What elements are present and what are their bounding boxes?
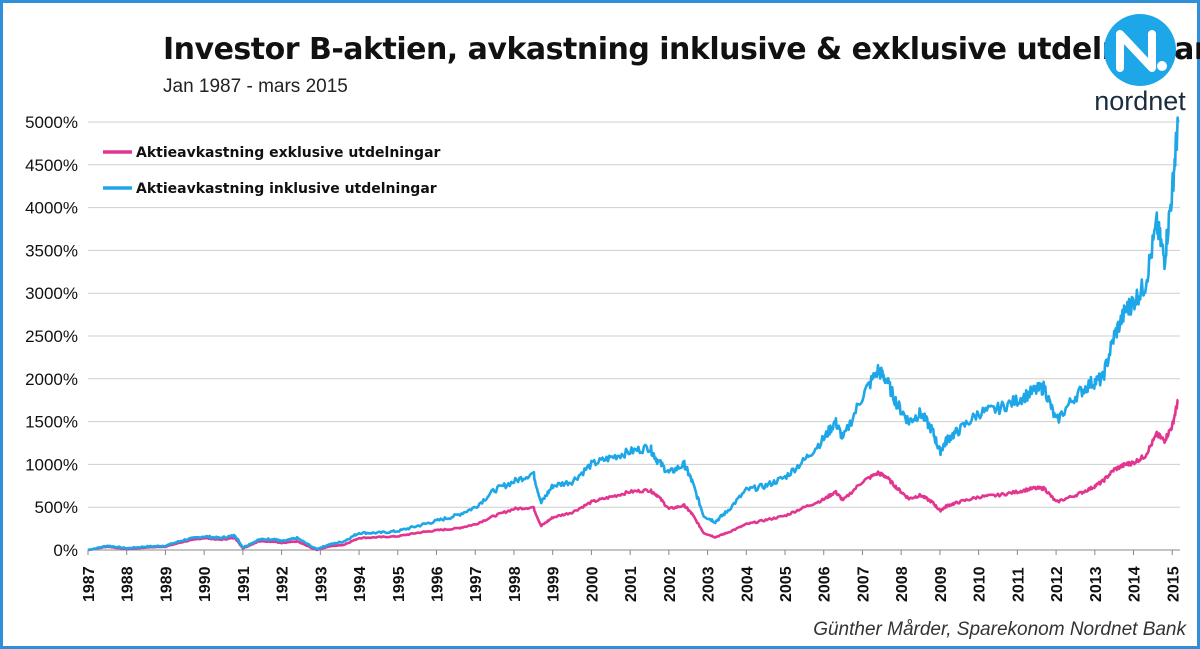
y-tick-label: 2500% bbox=[25, 327, 78, 346]
x-tick-label: 2003 bbox=[701, 566, 718, 602]
y-tick-label: 3500% bbox=[25, 241, 78, 260]
x-tick-label: 1999 bbox=[546, 566, 563, 602]
nordnet-logo-dot bbox=[1157, 61, 1167, 71]
x-tick-label: 2009 bbox=[933, 566, 950, 602]
x-tick-label: 1995 bbox=[391, 566, 408, 602]
x-tick-label: 2005 bbox=[778, 566, 795, 602]
x-tick-label: 1993 bbox=[313, 566, 330, 602]
series-line-inklusive bbox=[87, 116, 1180, 552]
x-tick-label: 2007 bbox=[855, 566, 872, 602]
x-tick-label: 1987 bbox=[81, 566, 98, 602]
x-tick-label: 1991 bbox=[236, 566, 253, 602]
x-tick-label: 2011 bbox=[1010, 567, 1027, 602]
legend-label: Aktieavkastning exklusive utdelningar bbox=[136, 145, 441, 161]
y-tick-label: 500% bbox=[35, 498, 78, 517]
x-tick-label: 1989 bbox=[158, 566, 175, 602]
x-tick-label: 2008 bbox=[894, 566, 911, 602]
x-tick-label: 1997 bbox=[468, 566, 485, 602]
chart-title: Investor B-aktien, avkastning inklusive … bbox=[163, 32, 1200, 67]
x-tick-label: 2004 bbox=[739, 566, 756, 602]
y-tick-label: 4500% bbox=[25, 156, 78, 175]
x-tick-label: 1988 bbox=[120, 566, 137, 602]
y-tick-label: 3000% bbox=[25, 284, 78, 303]
y-tick-label: 1500% bbox=[25, 413, 78, 432]
x-tick-label: 1992 bbox=[275, 566, 292, 602]
y-tick-label: 5000% bbox=[25, 113, 78, 132]
y-tick-label: 1000% bbox=[25, 455, 78, 474]
x-tick-label: 2012 bbox=[1049, 566, 1066, 602]
x-tick-label: 2006 bbox=[817, 566, 834, 602]
nordnet-logo-glyph bbox=[1116, 30, 1156, 72]
nordnet-logo-icon bbox=[1104, 14, 1176, 86]
x-tick-label: 1994 bbox=[352, 566, 369, 602]
x-tick-label: 2014 bbox=[1127, 566, 1144, 602]
series-line-exklusive bbox=[87, 398, 1179, 552]
x-tick-label: 2010 bbox=[972, 566, 989, 602]
x-axis-ticks: 1987 1988 1989 1990 1991 1992 1993 1994 1995 1996… bbox=[81, 550, 1182, 602]
chart-subtitle: Jan 1987 - mars 2015 bbox=[163, 76, 348, 97]
x-tick-label: 1996 bbox=[430, 566, 447, 602]
x-tick-label: 2002 bbox=[662, 566, 679, 602]
y-tick-label: 2000% bbox=[25, 370, 78, 389]
series-lines bbox=[87, 116, 1180, 552]
nordnet-logo-word: nordnet bbox=[1094, 86, 1186, 116]
gridlines bbox=[88, 121, 1180, 551]
y-tick-label: 4000% bbox=[25, 199, 78, 218]
x-tick-label: 1990 bbox=[197, 566, 214, 602]
y-tick-label: 0% bbox=[53, 541, 78, 560]
y-axis-ticks: 0% 500% 1000% 1500% 2000% 2500% 3000% 3500% 4000… bbox=[25, 113, 78, 560]
legend-label: Aktieavkastning inklusive utdelningar bbox=[136, 181, 437, 197]
legend: Aktieavkastning exklusive utdelningar Akt… bbox=[103, 145, 441, 197]
x-tick-label: 2001 bbox=[623, 566, 640, 602]
x-tick-label: 1998 bbox=[507, 566, 524, 602]
x-tick-label: 2015 bbox=[1165, 566, 1182, 602]
x-tick-label: 2013 bbox=[1088, 566, 1105, 602]
x-tick-label: 2000 bbox=[584, 566, 601, 602]
author-credit: Günther Mårder, Sparekonom Nordnet Bank bbox=[813, 619, 1186, 640]
